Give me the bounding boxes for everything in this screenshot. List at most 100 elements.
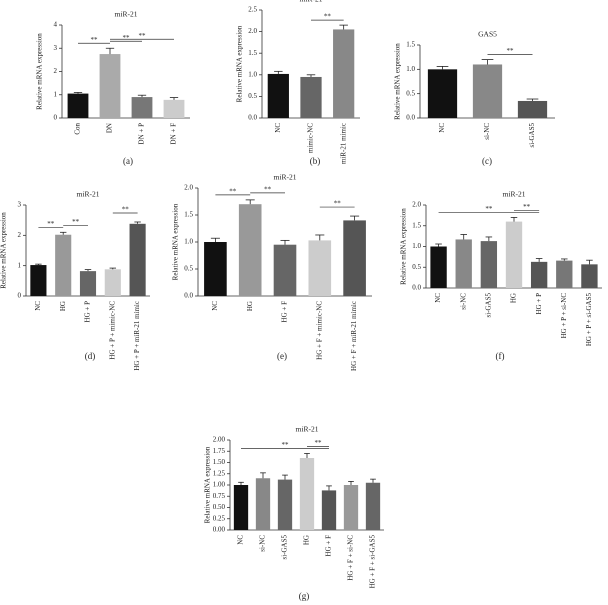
y-axis-label: Relative mRNA expression [236,25,244,102]
bar [333,29,355,118]
y-axis-label: Relative mRNA expression [36,33,44,110]
x-tick-label: HG + P [84,301,92,323]
x-tick-label: si-NC [259,535,267,552]
significance-label: ** [324,13,332,21]
bar [267,73,289,118]
y-tick-label: 1.0 [184,238,193,246]
x-tick-label: si-NC [459,293,467,310]
significance-label: ** [315,439,323,447]
y-tick-label: 0.75 [213,492,226,500]
bar [556,260,573,288]
y-tick-label: 2.5 [248,6,257,14]
bar [30,265,47,296]
y-tick-label: 3 [18,201,22,209]
y-tick-label: 0.0 [248,114,257,122]
panel-label: (e) [277,351,287,361]
chart-title: miR-21 [77,190,100,199]
y-axis-label: Relative mRNA expression [394,43,402,120]
bar [79,271,97,296]
significance-label: ** [485,205,493,213]
panel-label: (g) [299,591,310,601]
bar [300,76,322,118]
bar [99,54,121,118]
y-tick-label: 0 [54,114,58,122]
chart-title: miR-21 [300,0,323,4]
x-tick-label: NC [274,123,282,133]
bar [299,458,315,530]
bar [427,69,458,118]
significance-label: ** [282,441,290,449]
x-tick-label: HG + P + si-NC [560,293,568,339]
chart-title: miR-21 [274,173,297,182]
x-tick-label: HG [510,293,518,303]
y-tick-label: 0.5 [412,263,421,271]
bar [308,240,332,296]
y-tick-label: 0.0 [184,292,193,300]
y-tick-label: 1.00 [213,481,226,489]
x-tick-label: NC [34,301,42,311]
y-tick-label: 0.50 [213,503,226,511]
x-tick-label: DN [106,123,114,133]
x-tick-label: HG + F + miR-21 mimic [350,301,358,371]
y-tick-label: 0.00 [213,526,226,534]
bar [343,485,359,530]
significance-label: ** [123,34,131,42]
chart-title: miR-21 [503,190,526,199]
y-tick-label: 1.50 [213,458,226,466]
y-tick-label: 0.5 [248,92,257,100]
y-tick-label: 4 [54,21,58,29]
x-tick-label: si-GAS5 [528,123,536,148]
x-tick-label: si-GAS5 [281,535,289,560]
significance-label: ** [72,218,80,226]
y-tick-label: 2.00 [213,436,226,444]
panel-label: (c) [482,156,492,166]
x-tick-label: HG [59,301,67,311]
significance-label: ** [229,187,237,195]
x-tick-label: HG + F [325,535,333,557]
significance-label: ** [507,47,515,55]
y-tick-label: 1 [54,90,58,98]
bar [472,64,503,118]
y-tick-label: 1.0 [412,242,421,250]
significance-label: ** [122,206,130,214]
y-tick-label: 2.0 [412,201,421,209]
x-tick-label: NC [438,123,446,133]
bar [430,246,447,288]
bar [455,239,472,288]
x-tick-label: si-NC [483,123,491,140]
bar [204,242,227,296]
x-tick-label: NC [434,293,442,303]
y-axis-label: Relative mRNA expression [400,208,408,285]
y-tick-label: 1.5 [248,49,257,57]
significance-label: ** [91,36,99,44]
bar [233,485,249,530]
bar [129,223,146,296]
bar [67,93,89,118]
y-tick-label: 1.0 [248,70,257,78]
x-tick-label: HG + F [281,301,289,323]
chart-title: miR-21 [296,425,319,434]
x-tick-label: HG + P [535,293,543,315]
x-tick-label: HG + P + si-GAS5 [585,293,593,347]
bar [530,261,548,288]
y-tick-label: 0.0 [406,114,415,122]
y-tick-label: 0.5 [184,265,193,273]
y-tick-label: 1.75 [213,447,226,455]
x-tick-label: HG + F + si-GAS5 [369,535,377,589]
chart-title: GAS5 [478,30,497,39]
x-tick-label: HG + F + mimic-NC [315,301,323,360]
y-tick-label: 1.5 [406,41,415,49]
x-tick-label: mimic-NC [307,123,315,153]
panel-label: (b) [310,156,321,166]
x-tick-label: DN + F [170,123,178,145]
panel-label: (f) [496,351,505,361]
y-tick-label: 0.0 [412,284,421,292]
x-tick-label: NC [211,301,219,311]
bar [277,479,293,530]
panel-label: (a) [123,156,133,166]
chart-title: miR-21 [115,10,138,19]
bar [365,482,381,530]
significance-label: ** [47,220,55,228]
